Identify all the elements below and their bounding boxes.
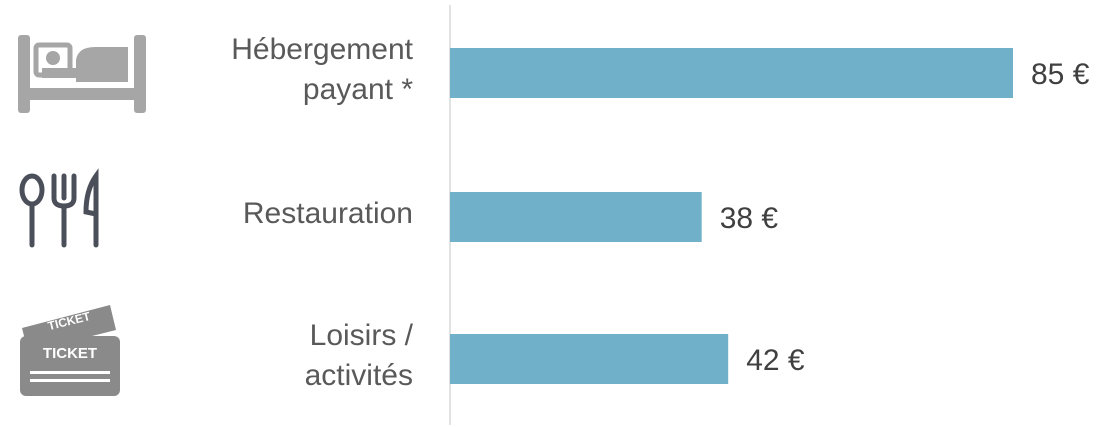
category-label: Loisirs / activités bbox=[304, 319, 413, 392]
svg-text:TICKET: TICKET bbox=[43, 345, 97, 362]
cutlery-icon bbox=[19, 168, 99, 248]
category-label: Restauration bbox=[242, 197, 413, 230]
bar bbox=[450, 334, 729, 384]
value-label: 38 € bbox=[719, 202, 779, 235]
ticket-icon: TICKET TICKET bbox=[20, 305, 120, 396]
category-label: Hébergement payant * bbox=[231, 33, 413, 106]
bar bbox=[450, 192, 702, 242]
value-label: 85 € bbox=[1031, 58, 1090, 91]
bed-icon bbox=[18, 35, 146, 113]
bar bbox=[450, 48, 1013, 98]
value-label: 42 € bbox=[746, 344, 805, 377]
